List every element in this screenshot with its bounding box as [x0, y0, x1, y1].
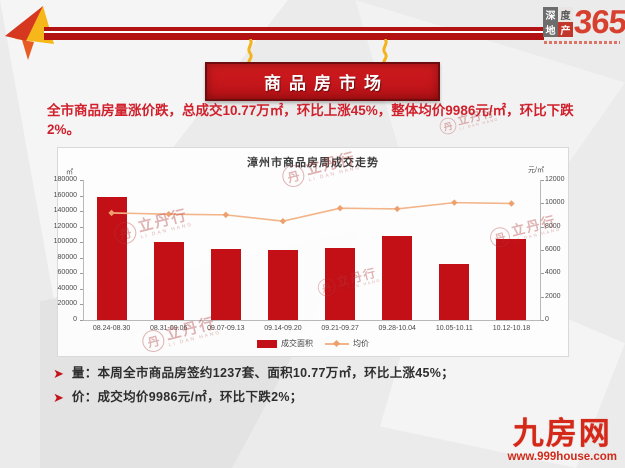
bar-08.24-08.30	[96, 197, 127, 320]
bullet-arrow-icon: ➤	[53, 390, 64, 405]
chart-panel: 漳州市商品房周成交走势 ㎡ 元/㎡ 180000 160000 140000 1200…	[54, 147, 569, 357]
left-axis-line	[83, 180, 84, 321]
right-axis-line	[540, 180, 541, 321]
x-axis-label: 09.28-10.04	[378, 325, 416, 332]
x-axis-label: 08.24-08.30	[92, 325, 131, 332]
section-banner: 商品房市场	[205, 62, 440, 101]
brand-logo: 深 度 地 产 365	[543, 3, 625, 40]
left-axis-tick-label: 180000	[53, 176, 77, 183]
brand-tagline	[544, 41, 620, 44]
right-axis-unit: 元/㎡	[528, 167, 544, 174]
legend-item-area: 成交面积	[257, 338, 313, 349]
x-axis-label: 08.31-09.06	[150, 325, 188, 332]
bullet-arrow-icon: ➤	[53, 366, 64, 381]
line-marker	[451, 199, 458, 206]
right-axis-tick-label: 4000	[545, 269, 561, 277]
bar-10.12-10.18	[496, 239, 527, 320]
brand-char: 产	[558, 22, 573, 37]
site-url: www.999house.com	[507, 451, 618, 463]
plot-area: 180000 160000 140000 120000 100000 80000 60000…	[54, 148, 568, 356]
line-marker	[508, 200, 515, 207]
left-axis-tick	[80, 211, 83, 213]
right-axis-tick-label: 0	[545, 316, 549, 323]
right-axis-tick-label: 10000	[545, 199, 565, 207]
left-axis-tick-label: 80000	[57, 253, 77, 261]
site-logo: 九房网 www.999house.com	[507, 416, 618, 464]
left-axis-tick-label: 160000	[53, 191, 77, 199]
right-axis-tick	[541, 226, 544, 228]
bar-08.31-09.06	[153, 241, 184, 320]
left-axis-tick	[80, 273, 83, 275]
left-axis-tick-label: 120000	[53, 222, 77, 230]
legend-label: 成交面积	[281, 339, 313, 348]
line-marker	[279, 217, 287, 225]
section-banner-title: 商品房市场	[264, 74, 389, 93]
summary-bullets: ➤ 量：本周全市商品房签约1237套、面积10.77万㎡，环比上涨45%； ➤ …	[53, 365, 583, 413]
left-axis-tick	[80, 320, 83, 321]
bullet-item: ➤ 量：本周全市商品房签约1237套、面积10.77万㎡，环比上涨45%；	[53, 365, 583, 382]
brand-char: 地	[543, 22, 558, 37]
bar-09.07-09.13	[210, 249, 241, 320]
left-axis-tick	[80, 242, 83, 244]
right-axis-tick-label: 6000	[545, 246, 561, 253]
left-axis-tick-label: 0	[73, 316, 77, 323]
line-marker	[222, 211, 230, 219]
right-axis-tick	[541, 273, 544, 275]
left-axis-tick	[80, 304, 83, 306]
right-axis-tick-label: 2000	[545, 292, 561, 300]
x-axis-label: 09.21-09.27	[321, 325, 359, 332]
left-axis-tick-label: 40000	[57, 284, 77, 292]
line-marker	[165, 210, 172, 218]
bullet-item: ➤ 价：成交均价9986元/㎡，环比下跌2%；	[53, 389, 583, 406]
chart-title: 漳州市商品房周成交走势	[247, 157, 379, 169]
brand-char: 深	[543, 7, 558, 22]
left-axis-tick	[80, 226, 83, 228]
x-axis-label: 10.05-10.11	[435, 325, 473, 332]
bar-09.28-10.04	[382, 235, 413, 320]
bottom-axis-line	[83, 320, 541, 321]
left-axis-unit: ㎡	[66, 169, 73, 176]
line-marker	[393, 205, 401, 213]
brand-char: 度	[558, 7, 573, 22]
x-axis-label: 10.12-10.18	[492, 325, 531, 332]
site-name: 九房网	[512, 416, 612, 451]
right-axis-tick-label: 12000	[545, 176, 565, 183]
left-axis-tick	[80, 195, 83, 197]
bar-10.05-10.11	[439, 263, 470, 320]
legend-item-price: 均价	[325, 338, 369, 349]
x-axis-label: 09.14-09.20	[264, 325, 302, 332]
price-line-swatch	[325, 339, 349, 348]
right-axis-tick	[541, 203, 544, 205]
right-axis-tick-label: 8000	[545, 222, 561, 230]
left-axis-tick-label: 60000	[57, 269, 77, 277]
headline: 全市商品房量涨价跌，总成交10.77万㎡，环比上涨45%，整体均价9986元/㎡…	[47, 103, 574, 137]
left-axis-tick-label: 20000	[57, 300, 77, 308]
brand-number: 365	[572, 3, 625, 40]
right-axis-tick	[541, 320, 544, 321]
left-axis-tick	[80, 257, 83, 259]
line-marker	[336, 205, 344, 212]
x-axis-label: 09.07-09.13	[207, 325, 245, 332]
bullet-text: 价：成交均价9986元/㎡，环比下跌2%；	[71, 390, 303, 404]
left-axis-tick-label: 140000	[53, 207, 77, 215]
right-axis-tick	[541, 250, 544, 251]
bar-09.21-09.27	[325, 248, 356, 320]
area-swatch	[257, 339, 277, 348]
brand-box: 深 度 地 产	[543, 7, 573, 37]
bullet-text: 量：本周全市商品房签约1237套、面积10.77万㎡，环比上涨45%；	[71, 366, 455, 380]
legend-label: 均价	[353, 339, 369, 348]
left-axis-tick	[80, 180, 83, 181]
right-axis-tick	[541, 296, 544, 298]
left-axis-tick-label: 100000	[53, 238, 77, 246]
right-axis-tick	[541, 180, 544, 181]
bar-09.14-09.20	[267, 249, 298, 320]
header-rule	[44, 27, 544, 40]
left-axis-tick	[80, 288, 83, 290]
chart-legend: 成交面积 均价	[58, 338, 568, 349]
